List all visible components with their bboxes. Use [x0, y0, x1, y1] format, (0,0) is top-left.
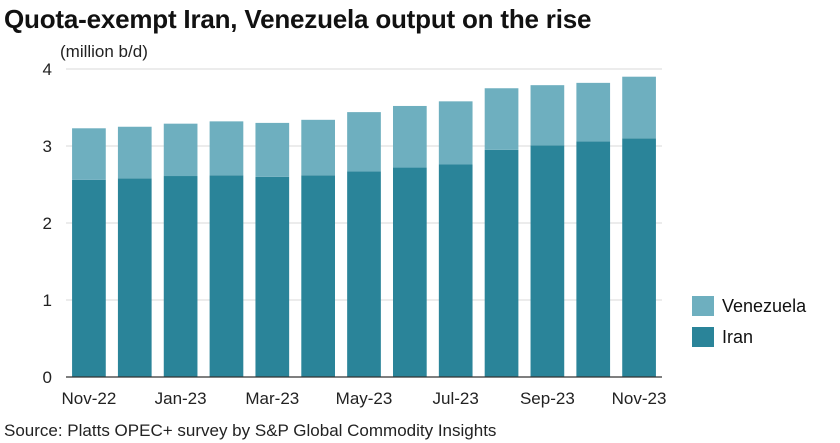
bar-iran-jan-23: [163, 176, 198, 377]
bar-venezuela-may-23: [347, 112, 381, 172]
bar-venezuela-jul-23: [438, 101, 473, 165]
bar-iran-aug-23: [484, 149, 519, 377]
bar-iran-apr-23: [301, 175, 336, 377]
bar-iran-mar-23: [255, 176, 290, 377]
bar-venezuela-nov-23: [622, 76, 656, 139]
bar-venezuela-jun-23: [392, 105, 427, 168]
bar-venezuela-nov-22: [72, 128, 106, 180]
x-tick-label: Nov-22: [62, 389, 117, 408]
bar-iran-may-23: [347, 171, 381, 377]
axes: 0 1 2 3 4 Nov-22 Jan-23 Mar-23 May-23 Jul-23 Sep-2…: [43, 60, 667, 408]
bar-venezuela-dec-22: [117, 126, 152, 179]
chart-title: Quota-exempt Iran, Venezuela output on t…: [4, 4, 592, 34]
legend-item-venezuela: Venezuela: [692, 296, 806, 316]
bar-iran-nov-23: [622, 138, 656, 377]
legend-swatch-iran: [692, 327, 714, 347]
bar-iran-feb-23: [209, 175, 244, 377]
y-tick-label: 0: [43, 368, 52, 387]
legend-swatch-venezuela: [692, 296, 714, 316]
y-tick-label: 3: [43, 137, 52, 156]
bar-venezuela-mar-23: [255, 122, 290, 177]
y-axis-unit-label: (million b/d): [60, 42, 148, 61]
bar-venezuela-aug-23: [484, 88, 519, 150]
bar-venezuela-oct-23: [576, 82, 611, 142]
legend-label-venezuela: Venezuela: [722, 295, 807, 316]
bar-iran-nov-22: [72, 179, 106, 377]
source-note: Source: Platts OPEC+ survey by S&P Globa…: [4, 421, 497, 440]
x-tick-label: May-23: [336, 389, 393, 408]
y-tick-label: 1: [43, 291, 52, 310]
y-tick-label: 2: [43, 214, 52, 233]
x-tick-label: Sep-23: [520, 389, 575, 408]
legend: Venezuela Iran: [692, 296, 806, 358]
bar-iran-dec-22: [117, 178, 152, 377]
x-tick-label: Nov-23: [612, 389, 667, 408]
bar-iran-jul-23: [438, 164, 473, 377]
bar-venezuela-feb-23: [209, 121, 244, 176]
y-tick-label: 4: [43, 60, 52, 79]
x-tick-label: Mar-23: [245, 389, 299, 408]
bar-venezuela-apr-23: [301, 119, 336, 176]
bar-iran-jun-23: [392, 167, 427, 377]
legend-label-iran: Iran: [722, 326, 754, 347]
bar-venezuela-jan-23: [163, 123, 198, 177]
bars: [72, 76, 656, 377]
bar-iran-oct-23: [576, 141, 611, 377]
x-tick-label: Jul-23: [433, 389, 479, 408]
x-tick-label: Jan-23: [155, 389, 207, 408]
bar-iran-sep-23: [530, 145, 565, 377]
legend-item-iran: Iran: [692, 327, 806, 347]
bar-venezuela-sep-23: [530, 85, 565, 146]
